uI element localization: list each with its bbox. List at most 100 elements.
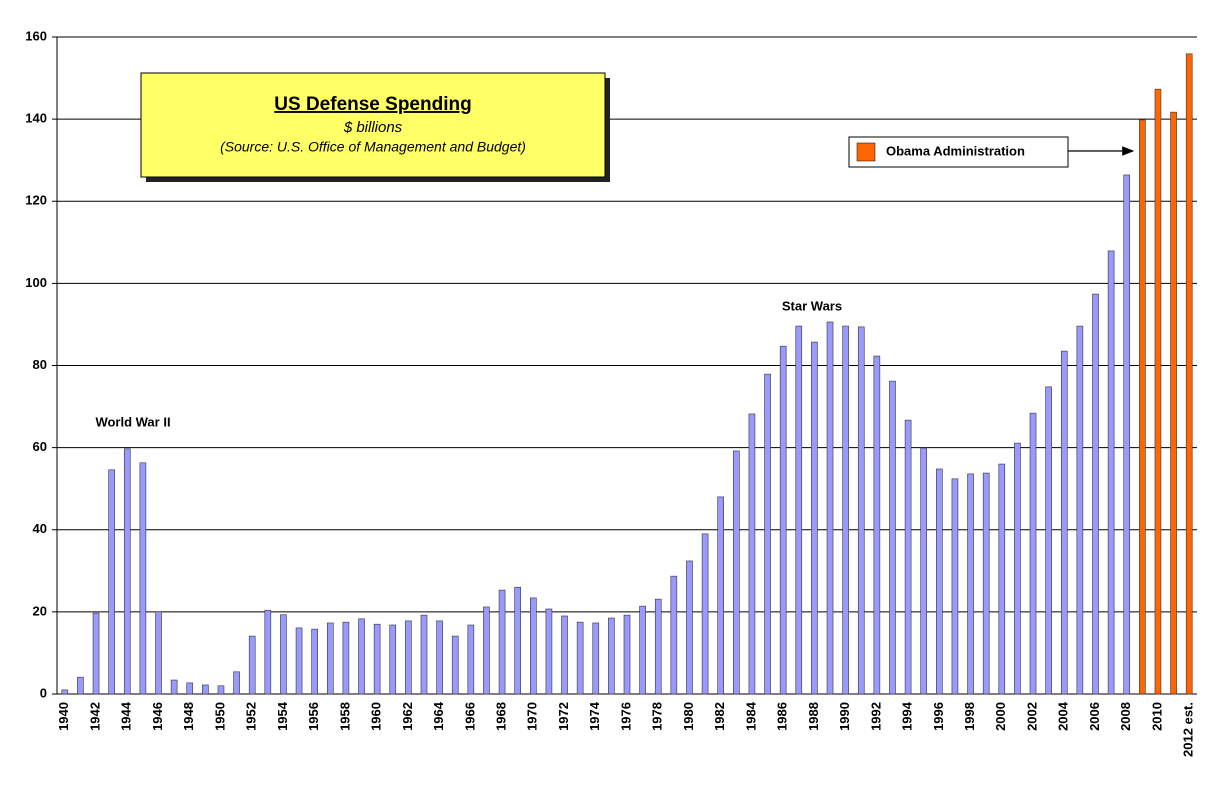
x-tick-label: 1998 <box>962 702 977 731</box>
x-tick-label: 1944 <box>119 701 134 731</box>
bar <box>123 448 131 695</box>
bar <box>217 685 225 695</box>
x-tick-label: 1940 <box>56 702 71 731</box>
bar <box>1092 293 1099 695</box>
bar <box>155 611 162 695</box>
bar <box>248 635 256 695</box>
x-tick-label: 1968 <box>494 702 509 731</box>
bar <box>717 496 724 695</box>
bar <box>1123 174 1131 695</box>
bar <box>654 598 662 695</box>
bar <box>857 326 865 695</box>
chart-source: (Source: U.S. Office of Management and B… <box>220 139 526 155</box>
plot: 0 20 40 60 80 100 120 140 160 1940 1942 1944 1946 194… <box>25 28 1197 757</box>
bar <box>936 468 943 695</box>
bar <box>264 609 272 695</box>
x-tick-label: 1974 <box>587 701 602 731</box>
bar <box>748 413 756 695</box>
bar <box>951 478 959 695</box>
x-tick-label: 2008 <box>1118 702 1133 731</box>
x-tick-label: 2004 <box>1056 701 1071 731</box>
x-tick-label: 1964 <box>431 701 446 731</box>
bar <box>701 533 709 695</box>
bar <box>1170 111 1177 695</box>
bar <box>998 463 1006 695</box>
bar <box>108 469 115 695</box>
bar <box>1060 350 1068 695</box>
x-tick-label: 1978 <box>650 702 665 731</box>
x-tick-label: 1972 <box>556 702 571 731</box>
y-tick-label: 60 <box>33 439 47 454</box>
bar <box>170 679 178 695</box>
bar <box>373 623 381 695</box>
bar <box>202 684 209 695</box>
bar <box>904 419 912 695</box>
x-tick-label: 1994 <box>900 701 915 731</box>
legend-swatch <box>856 142 876 162</box>
x-tick-label: 1942 <box>87 702 102 731</box>
bar <box>1107 250 1115 695</box>
bar <box>530 597 537 695</box>
bar <box>592 622 600 695</box>
bar <box>811 341 818 695</box>
bar <box>639 605 646 695</box>
bar <box>405 620 412 695</box>
x-tick-label: 1992 <box>868 702 883 731</box>
y-tick-label: 100 <box>25 275 47 290</box>
bar <box>1014 442 1021 695</box>
bar <box>1185 53 1193 695</box>
bar <box>608 617 615 695</box>
x-tick-label: 1986 <box>775 702 790 731</box>
annotation: World War II <box>95 414 170 429</box>
bar <box>545 608 553 695</box>
bar <box>451 635 459 695</box>
bar <box>326 622 334 695</box>
bar <box>842 325 849 695</box>
bar <box>1045 386 1052 695</box>
bar <box>779 345 787 695</box>
bar <box>358 618 365 695</box>
bar <box>139 462 147 695</box>
y-tick-label: 40 <box>33 521 47 536</box>
bar <box>342 621 350 695</box>
y-tick-label: 0 <box>40 685 47 700</box>
bar <box>420 614 428 695</box>
bar <box>295 627 303 695</box>
x-tick-label: 1970 <box>525 702 540 731</box>
x-tick-label: 1976 <box>618 702 633 731</box>
annotation: Star Wars <box>782 298 842 313</box>
bar <box>514 586 521 695</box>
x-tick-label: 1996 <box>931 702 946 731</box>
bar <box>670 575 678 695</box>
bar <box>561 615 568 695</box>
bar <box>233 671 240 695</box>
x-tick-label: 1982 <box>712 702 727 731</box>
x-tick-label: 1958 <box>337 702 352 731</box>
bar <box>920 447 928 695</box>
bar <box>467 624 475 695</box>
bar <box>889 380 896 695</box>
bar <box>686 560 693 695</box>
x-tick-label: 1966 <box>462 702 477 731</box>
x-tick-label: 2012 est. <box>1181 702 1196 757</box>
bar <box>826 321 834 695</box>
x-tick-label: 1960 <box>369 702 384 731</box>
bar <box>61 689 69 695</box>
bar <box>764 373 771 695</box>
x-tick-label: 1952 <box>244 702 259 731</box>
legend-label: Obama Administration <box>886 143 1025 158</box>
x-tick-label: 2010 <box>1149 702 1164 731</box>
bar <box>77 676 84 695</box>
x-tick-label: 1984 <box>743 701 758 731</box>
bar <box>733 450 740 695</box>
bar <box>623 614 631 695</box>
bar <box>982 472 990 695</box>
bar <box>186 682 194 695</box>
x-tick-label: 2002 <box>1024 702 1039 731</box>
legend-box <box>848 136 1069 168</box>
y-tick-label: 20 <box>33 603 47 618</box>
x-tick-label: 2006 <box>1087 702 1102 731</box>
x-tick-label: 1946 <box>150 702 165 731</box>
x-tick-label: 1988 <box>806 702 821 731</box>
